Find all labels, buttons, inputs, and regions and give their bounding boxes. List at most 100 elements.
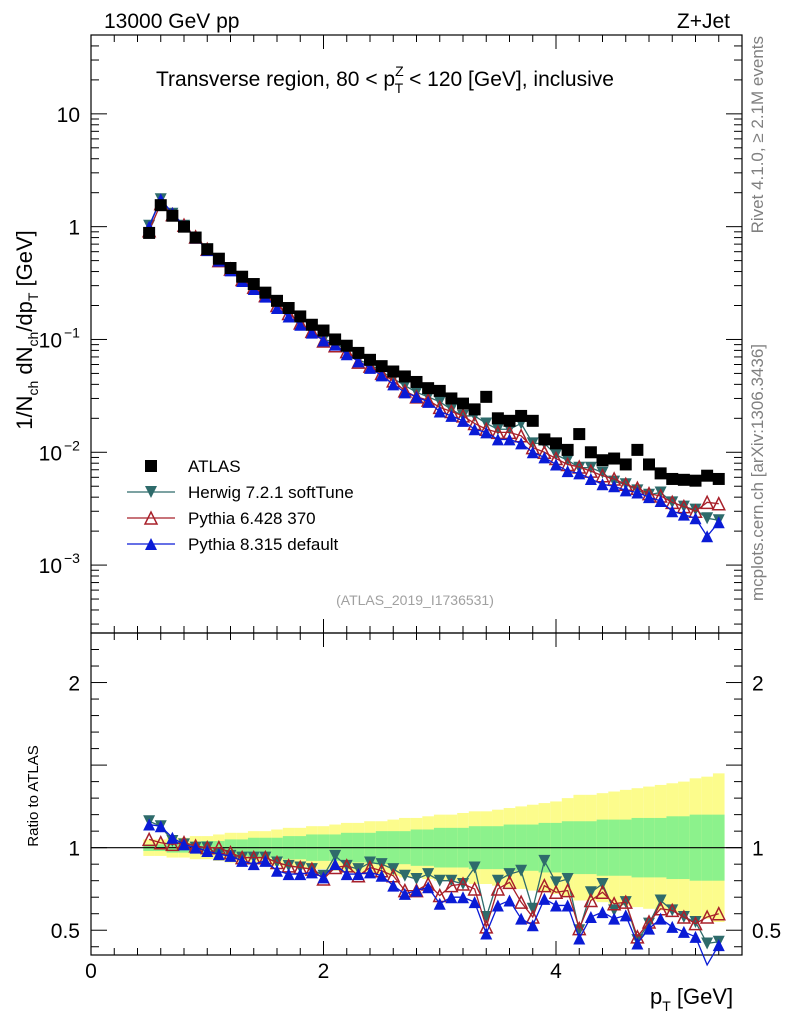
data-point [468,861,481,874]
data-point [178,838,190,851]
data-point [654,486,667,499]
data-point [583,892,599,908]
ratio-plot: 0 2 4 0.5 0.5 1 1 2 2 [51,632,781,983]
data-point [480,927,493,940]
data-point [282,310,295,323]
data-point [643,922,655,935]
data-point [329,849,342,862]
data-point [468,403,481,416]
data-point [294,310,307,323]
data-point [375,360,388,373]
data-point [503,894,516,907]
data-point [387,879,400,892]
data-point [166,831,179,844]
data-point [689,474,702,487]
data-point [468,896,481,909]
data-point [596,906,609,919]
data-point [445,392,458,405]
data-point [329,858,342,871]
data-point [573,932,586,945]
data-point [526,919,539,932]
data-point [561,465,574,478]
ratio-ylabel: Ratio to ATLAS [25,745,42,846]
data-point [398,887,411,900]
data-point [166,209,179,222]
analysis-id: (ATLAS_2019_I1736531) [336,592,494,608]
data-point [457,397,469,410]
data-point [178,220,190,233]
data-point [619,909,632,922]
data-point [375,869,388,882]
data-point [538,433,551,446]
data-point [643,491,655,504]
data-point [596,466,609,479]
data-point [584,886,597,899]
data-point [561,873,574,886]
y-tick-exponent: −2 [64,437,80,453]
data-point [480,390,493,403]
data-point [317,324,330,337]
legend-label: ATLAS [188,457,241,476]
ratio-y-tick-label-right: 0.5 [752,920,781,943]
legend-label: Pythia 8.315 default [188,535,339,554]
data-point [455,876,471,891]
legend: ATLAS Herwig 7.2.1 softTune Pythia 6.428 3… [127,457,354,554]
ratio-y-tick-label: 1 [68,838,80,861]
y-tick-exponent: −3 [64,550,80,566]
legend-label: Pythia 6.428 370 [188,509,316,528]
data-point [666,505,679,518]
data-point [305,318,318,331]
data-point [643,458,655,471]
ratio-y-tick-label: 0.5 [51,920,80,943]
data-point [526,414,539,427]
plot-title-prefix: Transverse region, 80 < p [156,68,395,91]
data-point [364,361,376,374]
data-point [503,868,516,881]
legend-marker [145,460,157,472]
data-point [515,409,528,422]
data-point [294,868,307,881]
data-point [606,896,622,911]
data-point [561,899,574,912]
data-point [654,494,667,507]
data-point [271,864,283,877]
data-point [247,278,260,291]
data-point [596,877,609,890]
data-point [701,512,714,525]
data-point [491,423,504,436]
data-point [445,891,458,904]
data-point [224,849,237,862]
data-point [699,909,715,924]
data-point [561,443,574,456]
data-point [689,930,702,943]
data-point [712,939,725,952]
data-point [677,925,690,938]
data-point [538,892,551,905]
data-point [491,433,504,446]
data-point [398,869,411,882]
data-point [398,370,411,383]
data-point [560,882,575,898]
data-point [305,326,318,339]
y-tick-label: 10 [57,104,80,127]
data-point [410,375,423,388]
data-point [154,199,167,212]
plot-title: Transverse region, 80 < pZ T < 120 [GeV],… [156,63,614,96]
x-tick-label: 0 [85,960,97,983]
data-point [143,226,156,239]
data-point [515,864,528,877]
data-point [143,818,156,831]
data-point [561,454,574,467]
data-point [676,909,692,924]
data-point [422,395,435,408]
data-point [701,530,714,543]
y-tick-label: 1 [68,217,80,240]
data-point [608,480,621,493]
data-point [596,454,609,467]
ratio-y-tick-label: 2 [68,673,80,696]
data-point [515,437,528,450]
data-point [689,512,702,525]
x-tick-label: 2 [318,960,330,983]
data-point [387,378,400,391]
data-point [526,446,539,459]
